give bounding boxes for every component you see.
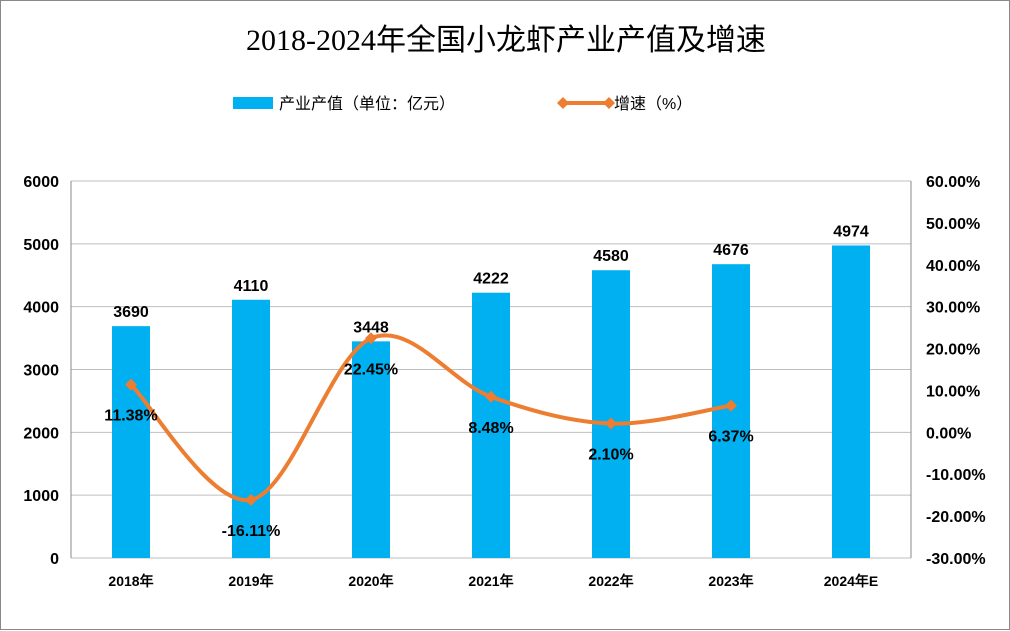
x-tick-label: 2021年 — [468, 573, 513, 589]
line-data-label: 22.45% — [344, 361, 398, 378]
line-data-label: 6.37% — [708, 429, 753, 446]
bar — [352, 341, 390, 558]
y-right-tick-label: -30.00% — [926, 551, 986, 568]
y-left-tick-label: 3000 — [23, 363, 59, 380]
x-tick-label: 2022年 — [588, 573, 633, 589]
line-data-label: -16.11% — [222, 523, 281, 540]
bar-data-label: 4676 — [713, 242, 749, 259]
chart-title: 2018-2024年全国小龙虾产业产值及增速 — [246, 24, 766, 57]
y-left-tick-label: 2000 — [23, 425, 59, 442]
line-data-label: 11.38% — [104, 408, 157, 425]
y-left-tick-label: 1000 — [23, 488, 59, 505]
legend-bar-label: 产业产值（单位：亿元） — [279, 95, 455, 113]
growth-marker — [245, 493, 257, 506]
bar — [232, 299, 270, 558]
bar-data-label: 3448 — [353, 319, 389, 336]
x-tick-label: 2020年 — [348, 573, 393, 589]
y-right-tick-label: -20.00% — [926, 509, 986, 526]
bar — [112, 326, 150, 558]
growth-marker — [365, 332, 377, 345]
growth-line — [129, 333, 732, 502]
y-right-tick-label: 30.00% — [926, 300, 980, 317]
bar — [592, 270, 630, 558]
legend-line-label: 增速（%） — [614, 95, 692, 113]
y-right-tick-label: 20.00% — [926, 342, 980, 359]
bar — [832, 245, 870, 559]
x-tick-label: 2018年 — [108, 573, 153, 589]
bar-data-label: 3690 — [113, 304, 149, 321]
legend-bar-swatch — [233, 97, 273, 109]
bar-data-label: 4222 — [473, 271, 509, 288]
growth-marker — [725, 399, 737, 412]
y-right-tick-label: 50.00% — [926, 216, 980, 233]
line-data-label: 8.48% — [468, 420, 513, 437]
bar-data-label: 4974 — [833, 223, 869, 240]
legend-line-marker — [557, 97, 569, 109]
y-left-tick-label: 4000 — [23, 300, 59, 317]
y-right-tick-label: -10.00% — [926, 467, 986, 484]
bar — [472, 292, 510, 558]
y-right-tick-label: 60.00% — [926, 174, 980, 191]
y-left-tick-label: 5000 — [23, 237, 59, 254]
growth-marker — [485, 390, 497, 403]
y-right-tick-label: 10.00% — [926, 383, 980, 400]
bar-data-label: 4580 — [593, 248, 629, 265]
line-data-label: 2.10% — [588, 447, 633, 464]
y-left-tick-label: 6000 — [23, 174, 59, 191]
growth-marker — [605, 417, 617, 430]
y-right-tick-label: 40.00% — [926, 258, 980, 275]
x-tick-label: 2023年 — [708, 573, 753, 589]
bar-data-label: 4110 — [234, 278, 269, 295]
x-tick-label: 2019年 — [228, 573, 273, 589]
x-tick-label: 2024年E — [824, 573, 878, 589]
y-right-tick-label: 0.00% — [926, 425, 971, 442]
growth-marker — [125, 378, 137, 391]
y-left-tick-label: 0 — [50, 551, 59, 568]
legend-line-marker — [603, 97, 615, 109]
